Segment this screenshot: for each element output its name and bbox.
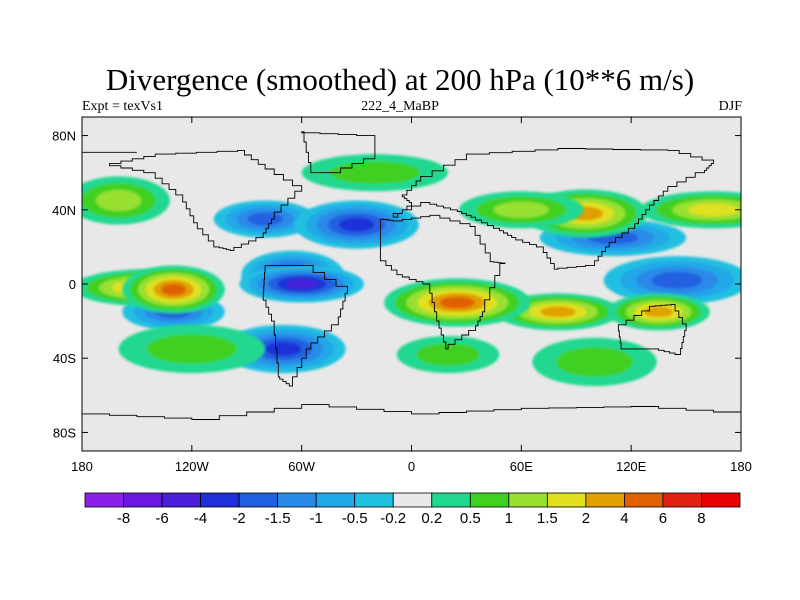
colorbar-label: 0.2: [421, 510, 443, 527]
field-feature: [239, 265, 364, 303]
colorbar-swatch: [431, 492, 471, 508]
field-feature: [495, 293, 621, 331]
field-contour: [265, 342, 302, 356]
field-feature: [640, 191, 741, 229]
coastline: [82, 404, 741, 420]
colorbar-swatch: [546, 492, 587, 508]
field-contour: [161, 283, 186, 296]
colorbar-label: 6: [658, 510, 668, 527]
colorbar-swatch: [508, 492, 548, 508]
field-contour: [688, 203, 740, 217]
case-label: 222_4_MaBP: [361, 99, 439, 114]
colorbar-label: 4: [620, 510, 629, 527]
colorbar-label: -1.5: [264, 510, 291, 527]
field-feature: [122, 265, 225, 314]
field-contour: [493, 201, 549, 219]
y-tick-label: 40S: [53, 351, 76, 366]
field-contour: [338, 217, 375, 232]
colorbar-swatch: [200, 492, 240, 508]
coastline: [301, 131, 376, 174]
field-contour: [247, 212, 283, 226]
colorbar-swatch: [585, 492, 625, 508]
chart-title: Divergence (smoothed) at 200 hPa (10**6 …: [105, 62, 695, 97]
colorbar-label: 1.5: [536, 510, 558, 527]
colorbar-swatch: [392, 492, 433, 508]
x-tick-label: 60E: [510, 459, 533, 474]
colorbar-swatch: [624, 492, 664, 508]
field-feature: [603, 256, 741, 305]
colorbar-swatch: [354, 492, 394, 508]
colorbar-label: -1: [309, 510, 323, 527]
field-contour: [439, 296, 476, 309]
season-label: DJF: [718, 99, 742, 114]
field-feature: [459, 191, 584, 229]
colorbar-label: -0.2: [380, 510, 407, 527]
field-feature: [118, 324, 266, 374]
field-feature: [532, 337, 657, 387]
colorbar-swatch: [701, 492, 741, 508]
colorbar-label: 2: [581, 510, 591, 527]
colorbar-label: -4: [193, 510, 208, 527]
colorbar-swatch: [469, 492, 510, 508]
x-tick-label: 180: [730, 459, 752, 474]
x-tick-label: 180: [71, 459, 93, 474]
colorbar-label: -2: [232, 510, 246, 527]
field-feature: [396, 335, 500, 374]
field-contour: [95, 189, 142, 212]
x-tick-label: 120E: [616, 459, 647, 474]
colorbar-label: -0.5: [341, 510, 368, 527]
field-feature: [384, 278, 531, 327]
coastline: [392, 148, 714, 270]
x-tick-label: 120W: [175, 459, 210, 474]
field-contour: [416, 343, 480, 366]
x-tick-label: 60W: [288, 459, 315, 474]
colorbar-swatch: [238, 492, 279, 508]
x-tick-label: 0: [408, 459, 415, 474]
field-feature: [213, 200, 317, 238]
colorbar-label: 8: [697, 510, 706, 527]
field-feature: [294, 200, 419, 249]
field-contour: [146, 334, 237, 364]
field-contour: [556, 347, 633, 377]
y-tick-label: 80S: [53, 425, 76, 440]
colorbar-label: 1: [504, 510, 513, 527]
coastline: [617, 303, 687, 355]
coastline: [379, 214, 506, 350]
colorbar-label: -8: [116, 510, 131, 527]
colorbar-swatch: [161, 492, 201, 508]
field-contour: [540, 306, 576, 318]
colorbar-swatch: [662, 492, 702, 508]
field-contour: [286, 279, 317, 289]
colorbar-swatch: [123, 492, 163, 508]
colorbar-swatch: [84, 492, 124, 508]
colorbar-swatch: [315, 492, 356, 508]
field-contour: [651, 271, 703, 289]
colorbar-label: -6: [155, 510, 169, 527]
y-tick-label: 40N: [52, 203, 76, 218]
colorbar-label: 0.5: [459, 510, 481, 527]
experiment-label: Expt = texVs1: [82, 99, 163, 114]
colorbar-swatch: [277, 492, 317, 508]
field-feature: [82, 176, 170, 225]
field-contour: [329, 161, 420, 185]
y-tick-label: 0: [69, 277, 76, 292]
coastline: [262, 264, 348, 387]
y-tick-label: 80N: [52, 129, 76, 144]
field-contour: [643, 306, 674, 318]
coastline: [109, 149, 303, 252]
